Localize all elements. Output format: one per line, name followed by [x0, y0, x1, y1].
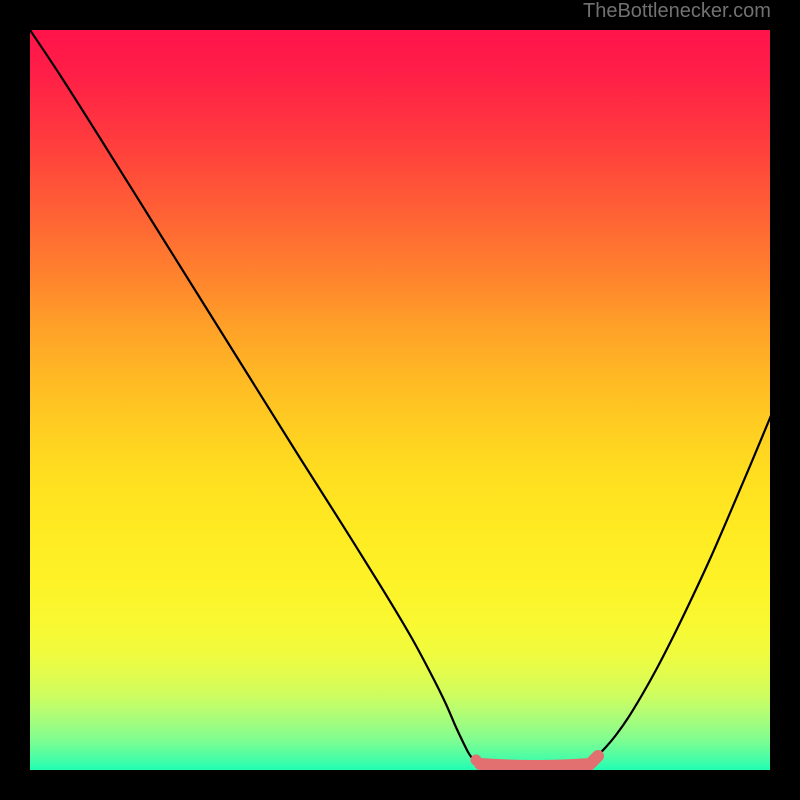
border-left — [0, 0, 30, 800]
bottleneck-chart — [0, 0, 800, 800]
gradient-background — [30, 30, 770, 770]
optimal-point-dot — [471, 755, 482, 766]
border-right — [770, 0, 800, 800]
chart-container: TheBottlenecker.com — [0, 0, 800, 800]
border-bottom — [0, 770, 800, 800]
watermark-text: TheBottlenecker.com — [583, 0, 771, 23]
